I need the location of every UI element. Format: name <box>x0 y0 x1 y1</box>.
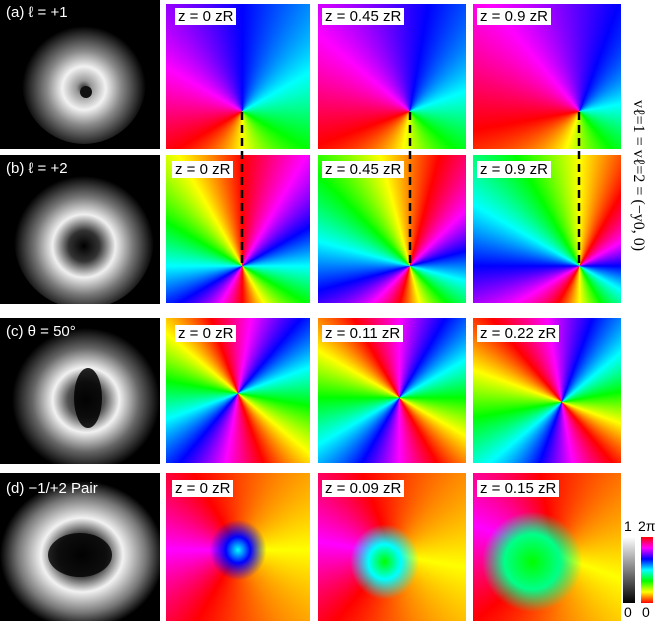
row-c-panel-1-z-label: z = 0 zR <box>175 325 237 342</box>
row-c-phase-panel-3 <box>473 318 621 463</box>
row-a-phase-panel-3 <box>473 4 621 149</box>
row-b-panel-2-z-label: z = 0.45 zR <box>322 161 405 178</box>
row-d-intensity-panel <box>0 473 160 621</box>
row-d-panel-2-z-label: z = 0.09 zR <box>322 480 405 497</box>
intensity-colorbar <box>623 537 635 603</box>
row-b-phase-panel-2 <box>318 155 466 303</box>
row-c-phase-panel-1 <box>166 318 310 463</box>
row-b-panel-1-z-label: z = 0 zR <box>172 161 234 178</box>
row-b-label: (b) ℓ = +2 <box>6 160 68 177</box>
row-c-panel-3-z-label: z = 0.22 zR <box>477 325 560 342</box>
row-c-intensity-panel <box>0 318 160 464</box>
row-b-phase-panel-3 <box>473 155 621 303</box>
row-d-phase-panel-3 <box>473 473 621 621</box>
vortex-alignment-dashes <box>240 112 581 268</box>
row-a-panel-1-z-label: z = 0 zR <box>175 8 237 25</box>
row-b-panel-3-z-label: z = 0.9 zR <box>477 161 551 178</box>
row-a-phase-panel-2 <box>318 4 466 149</box>
row-a-panel-3-z-label: z = 0.9 zR <box>477 8 551 25</box>
phase-colorbar-max-label: 2π <box>638 518 656 534</box>
row-c-panel-2-z-label: z = 0.11 zR <box>322 325 404 342</box>
row-c-label: (c) θ = 50° <box>6 323 76 340</box>
phase-colorbar-min-label: 0 <box>642 604 650 620</box>
row-d-panel-1-z-label: z = 0 zR <box>172 480 234 497</box>
row-b-phase-panel-1 <box>166 155 310 303</box>
row-a-phase-panel-1 <box>166 4 310 149</box>
row-c-phase-panel-2 <box>318 318 466 463</box>
intensity-colorbar-min-label: 0 <box>624 604 632 620</box>
row-d-label: (d) −1/+2 Pair <box>6 480 98 497</box>
row-a-panel-2-z-label: z = 0.45 zR <box>322 8 405 25</box>
row-a-label: (a) ℓ = +1 <box>6 4 68 21</box>
row-d-phase-panel-2 <box>318 473 466 621</box>
intensity-colorbar-max-label: 1 <box>624 518 632 534</box>
side-equation: vℓ=1 = vℓ=2 = (−y0, 0) <box>604 60 666 480</box>
row-d-panel-3-z-label: z = 0.15 zR <box>477 480 560 497</box>
side-equation-text: vℓ=1 = vℓ=2 = (−y0, 0) <box>630 100 647 251</box>
row-a-intensity-panel <box>0 0 160 149</box>
phase-colorbar <box>641 537 653 603</box>
row-b-intensity-panel <box>0 155 160 304</box>
row-d-phase-panel-1 <box>166 473 310 621</box>
